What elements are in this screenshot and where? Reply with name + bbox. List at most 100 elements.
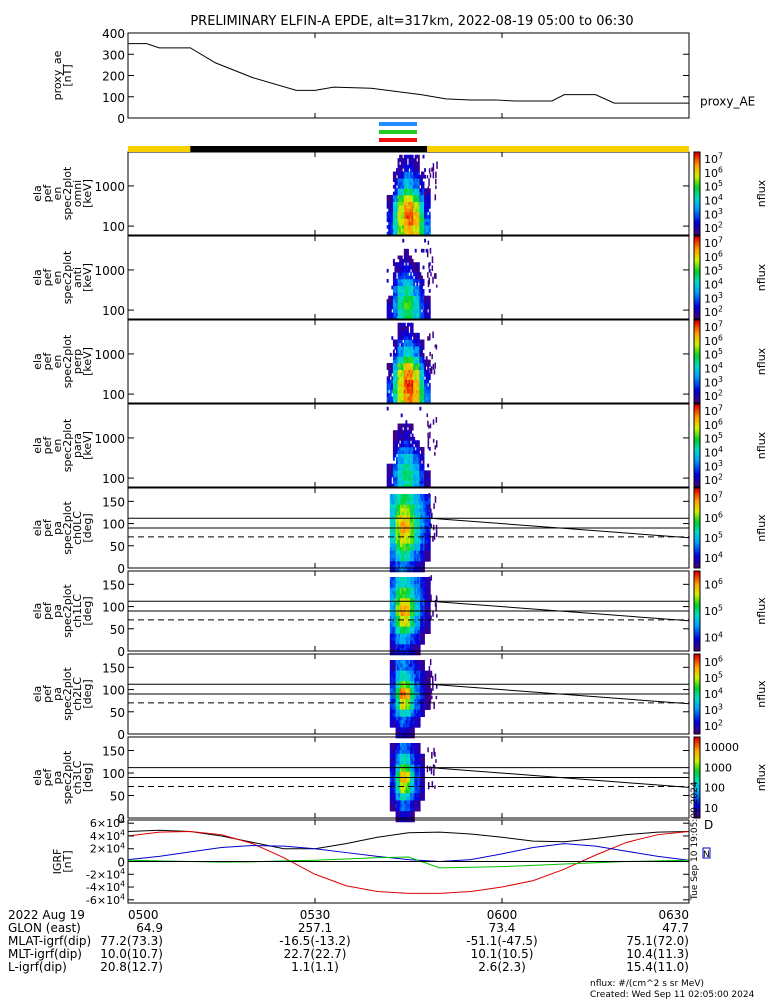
heatmap-cell: [402, 670, 405, 675]
heatmap-cell: [388, 198, 391, 203]
heatmap-cell: [425, 194, 428, 199]
heatmap-cell: [415, 706, 418, 710]
heatmap-cell: [429, 423, 432, 429]
heatmap-cell: [394, 309, 397, 313]
heatmap-cell: [401, 786, 404, 790]
heatmap-cell: [406, 473, 409, 478]
heatmap-cell: [406, 201, 409, 206]
heatmap-cell: [405, 587, 408, 592]
colorbar-cell: [694, 494, 700, 497]
heatmap-cell: [426, 413, 428, 418]
heatmap-cell: [399, 584, 402, 588]
heatmap-cell: [407, 591, 410, 596]
colorbar-cell: [694, 342, 700, 346]
colorbar-cell: [694, 195, 700, 199]
heatmap-cell: [434, 452, 436, 456]
heatmap-cell: [408, 564, 411, 569]
heatmap-cell: [417, 757, 420, 762]
heatmap-cell: [398, 612, 401, 617]
colorbar-cell: [694, 275, 700, 278]
heatmap-cell: [399, 615, 402, 620]
heatmap-cell: [427, 504, 430, 509]
heatmap-cell: [425, 623, 428, 627]
heatmap-cell: [411, 515, 414, 520]
heatmap-cell: [425, 221, 428, 226]
colorbar-tick-label: 107: [704, 404, 723, 418]
heatmap-cell: [396, 446, 398, 451]
heatmap-cell: [404, 594, 407, 599]
heatmap-cell: [388, 225, 391, 229]
heatmap-cell: [420, 706, 423, 710]
heatmap-cell: [425, 630, 428, 635]
heatmap-cell: [408, 663, 411, 668]
heatmap-cell: [394, 470, 397, 475]
heatmap-cell: [422, 215, 425, 219]
heatmap-cell: [404, 768, 407, 773]
heatmap-cell: [391, 605, 394, 610]
heatmap-cell: [404, 746, 407, 751]
heatmap-cell: [394, 292, 397, 297]
heatmap-cell: [406, 366, 409, 371]
heatmap-cell: [423, 515, 425, 520]
heatmap-cell: [397, 231, 400, 236]
heatmap-cell: [405, 518, 408, 523]
heatmap-cell: [427, 295, 430, 300]
heatmap-cell: [413, 352, 416, 357]
heatmap-cell: [419, 178, 422, 182]
heatmap-cell: [425, 215, 428, 219]
heatmap-cell: [392, 467, 395, 471]
heatmap-cell: [429, 431, 431, 439]
heatmap-cell: [400, 339, 403, 344]
colorbar-cell: [694, 292, 700, 295]
heatmap-cell: [399, 688, 402, 693]
colorbar-cell: [694, 262, 700, 266]
heatmap-cell: [424, 594, 427, 599]
heatmap-cell: [407, 615, 410, 620]
heatmap-cell: [415, 695, 418, 700]
heatmap-cell: [417, 561, 420, 566]
heatmap-cell: [420, 289, 423, 293]
heatmap-cell: [395, 750, 398, 755]
heatmap-cell: [405, 302, 408, 307]
heatmap-cell: [392, 789, 395, 794]
heatmap-cell: [397, 480, 400, 485]
colorbar-cell: [694, 714, 700, 717]
heatmap-cell: [417, 674, 420, 679]
heatmap-cell: [417, 677, 420, 682]
heatmap-cell: [405, 550, 408, 555]
heatmap-cell: [411, 522, 414, 527]
heatmap-cell: [418, 584, 421, 588]
heatmap-cell: [397, 275, 400, 280]
colorbar-cell: [694, 334, 700, 338]
colorbar-cell: [694, 451, 700, 455]
heatmap-cell: [420, 695, 423, 700]
heatmap-cell: [405, 480, 408, 485]
heatmap-cell: [428, 178, 430, 187]
heatmap-cell: [402, 637, 405, 642]
heatmap-cell: [410, 796, 412, 801]
heatmap-cell: [408, 568, 411, 573]
heatmap-cell: [428, 194, 431, 199]
heatmap-cell: [405, 768, 408, 773]
colorbar-cell: [694, 811, 700, 815]
heatmap-cell: [388, 393, 391, 397]
heatmap-cell: [411, 480, 414, 485]
heatmap-cell: [397, 702, 399, 707]
heatmap-cell: [394, 633, 396, 638]
heatmap-cell: [410, 467, 413, 471]
heatmap-cell: [404, 702, 407, 707]
heatmap-cell: [415, 577, 418, 581]
heatmap-cell: [419, 292, 422, 297]
heatmap-cell: [401, 764, 404, 769]
heatmap-cell: [394, 508, 396, 513]
colorbar-cell: [694, 660, 700, 663]
y-axis-label-line: pef: [41, 684, 54, 703]
heatmap-cell: [401, 746, 404, 751]
colorbar-tick-label: 107: [704, 152, 723, 166]
heatmap-cell: [410, 221, 413, 226]
heatmap-cell: [411, 171, 414, 176]
heatmap-cell: [413, 191, 416, 196]
colorbar-tick-label: 107: [704, 236, 723, 250]
heatmap-cell: [394, 626, 396, 631]
heatmap-cell: [397, 322, 400, 327]
